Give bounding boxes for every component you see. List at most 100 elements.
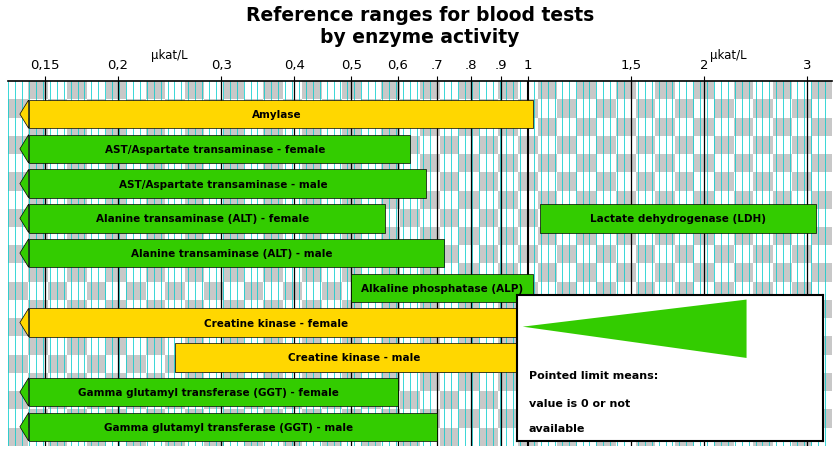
Bar: [381, 410, 401, 428]
Bar: [165, 136, 185, 155]
Bar: [675, 391, 695, 410]
Bar: [675, 191, 695, 209]
Bar: [695, 428, 714, 446]
Bar: [518, 264, 538, 282]
Bar: [420, 282, 439, 300]
Bar: [244, 300, 263, 318]
Bar: [420, 318, 439, 337]
Bar: [8, 209, 28, 228]
Bar: [401, 246, 420, 264]
Bar: [459, 410, 479, 428]
Bar: [695, 337, 714, 355]
Bar: [695, 300, 714, 318]
Bar: [812, 337, 832, 355]
Bar: [714, 373, 733, 391]
Bar: [322, 300, 342, 318]
Bar: [165, 246, 185, 264]
Bar: [812, 100, 832, 118]
Bar: [792, 118, 812, 136]
Bar: [636, 246, 655, 264]
Bar: [107, 373, 126, 391]
Bar: [87, 337, 107, 355]
Bar: [401, 136, 420, 155]
Bar: [48, 373, 67, 391]
Bar: [792, 155, 812, 173]
Bar: [342, 373, 361, 391]
Bar: [773, 300, 792, 318]
Bar: [557, 410, 577, 428]
Bar: [263, 318, 283, 337]
Bar: [165, 118, 185, 136]
Bar: [577, 264, 596, 282]
Bar: [145, 300, 165, 318]
Bar: [224, 282, 244, 300]
Bar: [126, 282, 145, 300]
Bar: [792, 246, 812, 264]
Bar: [165, 337, 185, 355]
Bar: [518, 373, 538, 391]
Bar: [557, 318, 577, 337]
Polygon shape: [20, 101, 29, 129]
Bar: [753, 100, 773, 118]
Bar: [733, 282, 753, 300]
Bar: [401, 300, 420, 318]
Bar: [577, 173, 596, 191]
Bar: [224, 209, 244, 228]
Bar: [773, 428, 792, 446]
Polygon shape: [20, 239, 29, 268]
Bar: [204, 318, 224, 337]
Bar: [773, 318, 792, 337]
Bar: [204, 373, 224, 391]
Bar: [28, 318, 48, 337]
Bar: [773, 136, 792, 155]
Bar: [302, 318, 322, 337]
Bar: [67, 337, 87, 355]
Bar: [361, 337, 381, 355]
Bar: [479, 100, 498, 118]
Bar: [87, 373, 107, 391]
Bar: [126, 155, 145, 173]
Bar: [185, 209, 204, 228]
Bar: [263, 82, 283, 100]
Bar: [381, 428, 401, 446]
Bar: [596, 173, 616, 191]
Bar: [342, 228, 361, 246]
Bar: [812, 300, 832, 318]
Bar: [401, 82, 420, 100]
Bar: [126, 191, 145, 209]
Bar: [401, 209, 420, 228]
Bar: [48, 355, 67, 373]
Bar: [420, 373, 439, 391]
Bar: [773, 246, 792, 264]
Bar: [87, 191, 107, 209]
Bar: [283, 209, 302, 228]
Bar: [753, 264, 773, 282]
Bar: [753, 355, 773, 373]
Bar: [616, 300, 636, 318]
Bar: [28, 155, 48, 173]
Bar: [28, 300, 48, 318]
Bar: [67, 173, 87, 191]
Bar: [792, 318, 812, 337]
Polygon shape: [20, 413, 29, 441]
Bar: [302, 246, 322, 264]
Bar: [67, 118, 87, 136]
Bar: [107, 173, 126, 191]
Bar: [538, 282, 557, 300]
Bar: [401, 337, 420, 355]
Bar: [224, 428, 244, 446]
Bar: [498, 136, 518, 155]
Bar: [8, 228, 28, 246]
Bar: [283, 173, 302, 191]
Bar: [361, 209, 381, 228]
Bar: [87, 410, 107, 428]
Bar: [224, 391, 244, 410]
Bar: [67, 82, 87, 100]
Bar: [165, 410, 185, 428]
Bar: [263, 391, 283, 410]
Bar: [655, 264, 675, 282]
Bar: [224, 118, 244, 136]
Bar: [733, 246, 753, 264]
Bar: [733, 82, 753, 100]
Bar: [244, 191, 263, 209]
